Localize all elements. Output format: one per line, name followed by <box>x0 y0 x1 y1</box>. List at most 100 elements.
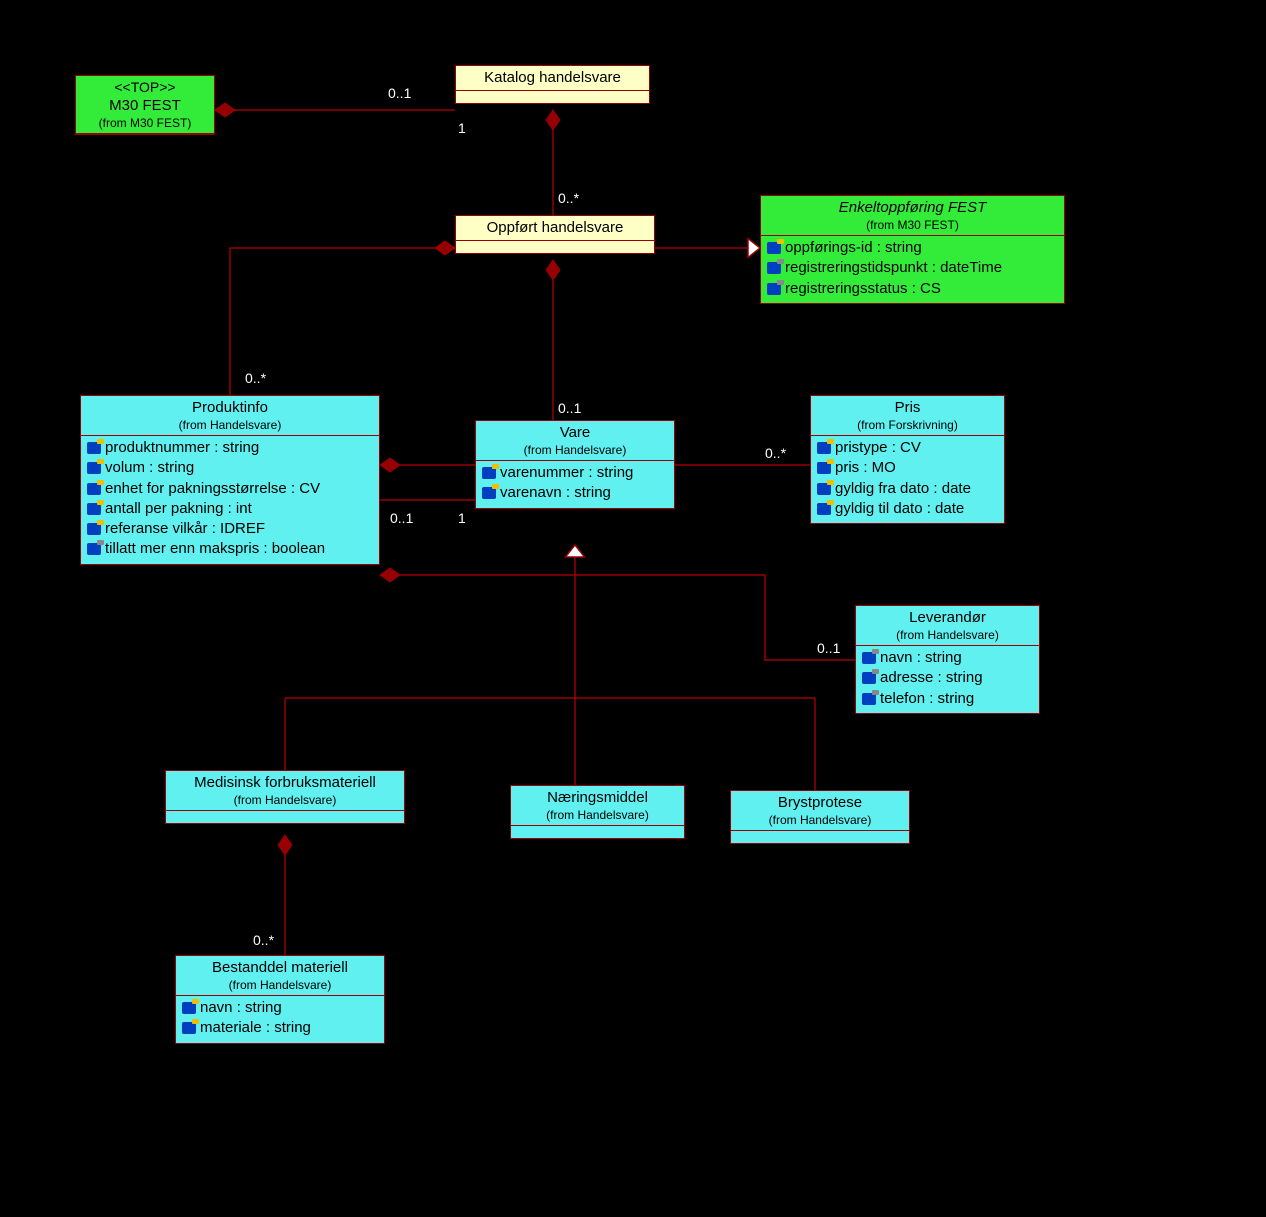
multiplicity-label: 0..1 <box>390 510 413 526</box>
attribute-row: tillatt mer enn makspris : boolean <box>87 539 373 559</box>
attribute-text: varenummer : string <box>500 463 633 483</box>
attribute-row: gyldig til dato : date <box>817 499 998 519</box>
attribute-row: referanse vilkår : IDREF <box>87 519 373 539</box>
class-title: Bestanddel materiell <box>184 958 376 978</box>
attribute-text: volum : string <box>105 458 194 478</box>
attribute-row: pris : MO <box>817 458 998 478</box>
attribute-text: varenavn : string <box>500 483 611 503</box>
class-produktinfo: Produktinfo (from Handelsvare) produktnu… <box>80 395 380 565</box>
attribute-text: navn : string <box>200 998 282 1018</box>
attr-compartment: produktnummer : stringvolum : stringenhe… <box>81 436 379 564</box>
attribute-text: gyldig fra dato : date <box>835 479 971 499</box>
multiplicity-label: 0..1 <box>558 400 581 416</box>
attribute-text: tillatt mer enn makspris : boolean <box>105 539 325 559</box>
attribute-row: registreringsstatus : CS <box>767 279 1058 299</box>
attribute-icon <box>87 442 101 454</box>
attr-compartment: varenummer : stringvarenavn : string <box>476 461 674 508</box>
class-m30-fest: <<TOP>> M30 FEST (from M30 FEST) <box>75 75 215 135</box>
attribute-row: materiale : string <box>182 1018 378 1038</box>
attribute-locked-icon <box>862 672 876 684</box>
attribute-text: materiale : string <box>200 1018 311 1038</box>
attr-compartment: pristype : CVpris : MOgyldig fra dato : … <box>811 436 1004 523</box>
class-from: (from Handelsvare) <box>184 978 376 994</box>
class-leverandor: Leverandør (from Handelsvare) navn : str… <box>855 605 1040 714</box>
attribute-row: navn : string <box>862 648 1033 668</box>
attribute-row: navn : string <box>182 998 378 1018</box>
attribute-row: enhet for pakningsstørrelse : CV <box>87 479 373 499</box>
class-title: Leverandør <box>864 608 1031 628</box>
class-from: (from Handelsvare) <box>89 418 371 434</box>
attribute-row: gyldig fra dato : date <box>817 479 998 499</box>
class-from: (from Handelsvare) <box>519 808 676 824</box>
attribute-icon <box>182 1022 196 1034</box>
attribute-text: referanse vilkår : IDREF <box>105 519 265 539</box>
class-title: Pris <box>819 398 996 418</box>
attribute-row: produktnummer : string <box>87 438 373 458</box>
multiplicity-label: 0..1 <box>817 640 840 656</box>
attribute-text: gyldig til dato : date <box>835 499 964 519</box>
attribute-text: enhet for pakningsstørrelse : CV <box>105 479 320 499</box>
class-medisinsk-forbruksmateriell: Medisinsk forbruksmateriell (from Handel… <box>165 770 405 824</box>
attribute-text: navn : string <box>880 648 962 668</box>
class-from: (from Handelsvare) <box>484 443 666 459</box>
multiplicity-label: 1 <box>458 120 466 136</box>
attribute-text: antall per pakning : int <box>105 499 252 519</box>
class-vare: Vare (from Handelsvare) varenummer : str… <box>475 420 675 509</box>
attribute-text: oppførings-id : string <box>785 238 922 258</box>
attribute-row: registreringstidspunkt : dateTime <box>767 258 1058 278</box>
multiplicity-label: 1 <box>458 510 466 526</box>
attr-compartment: navn : stringmateriale : string <box>176 996 384 1043</box>
attribute-row: varenummer : string <box>482 463 668 483</box>
class-title: Medisinsk forbruksmateriell <box>174 773 396 793</box>
attribute-icon <box>87 503 101 515</box>
class-title: Katalog handelsvare <box>464 68 641 88</box>
attribute-locked-icon <box>862 693 876 705</box>
attribute-icon <box>817 442 831 454</box>
class-title: M30 FEST <box>84 96 206 116</box>
attribute-row: volum : string <box>87 458 373 478</box>
class-from: (from M30 FEST) <box>769 218 1056 234</box>
attribute-icon <box>482 467 496 479</box>
class-from: (from Handelsvare) <box>174 793 396 809</box>
class-oppfort-handelsvare: Oppført handelsvare <box>455 215 655 254</box>
class-naringsmiddel: Næringsmiddel (from Handelsvare) <box>510 785 685 839</box>
class-pris: Pris (from Forskrivning) pristype : CVpr… <box>810 395 1005 524</box>
attribute-locked-icon <box>87 543 101 555</box>
attribute-icon <box>767 242 781 254</box>
multiplicity-label: 0..* <box>245 370 266 386</box>
class-title: Næringsmiddel <box>519 788 676 808</box>
attribute-text: registreringsstatus : CS <box>785 279 941 299</box>
class-katalog-handelsvare: Katalog handelsvare <box>455 65 650 104</box>
class-from: (from Handelsvare) <box>864 628 1031 644</box>
attribute-icon <box>182 1002 196 1014</box>
attribute-icon <box>817 483 831 495</box>
uml-canvas: <<TOP>> M30 FEST (from M30 FEST) Katalog… <box>0 0 1266 1217</box>
attribute-locked-icon <box>767 262 781 274</box>
attribute-row: pristype : CV <box>817 438 998 458</box>
attribute-icon <box>482 487 496 499</box>
class-title: Oppført handelsvare <box>464 218 646 238</box>
attribute-row: adresse : string <box>862 668 1033 688</box>
multiplicity-label: 0..* <box>558 190 579 206</box>
attribute-row: antall per pakning : int <box>87 499 373 519</box>
class-title: Enkeltoppføring FEST <box>769 198 1056 218</box>
class-enkeltoppforing-fest: Enkeltoppføring FEST (from M30 FEST) opp… <box>760 195 1065 304</box>
attribute-icon <box>87 462 101 474</box>
attribute-icon <box>87 523 101 535</box>
class-brystprotese: Brystprotese (from Handelsvare) <box>730 790 910 844</box>
multiplicity-label: 0..* <box>765 445 786 461</box>
class-from: (from Handelsvare) <box>739 813 901 829</box>
class-title: Produktinfo <box>89 398 371 418</box>
class-title: Brystprotese <box>739 793 901 813</box>
attribute-row: varenavn : string <box>482 483 668 503</box>
attribute-icon <box>817 503 831 515</box>
attribute-row: telefon : string <box>862 689 1033 709</box>
attr-compartment: oppførings-id : stringregistreringstidsp… <box>761 236 1064 303</box>
attr-compartment: navn : stringadresse : stringtelefon : s… <box>856 646 1039 713</box>
attribute-icon <box>817 462 831 474</box>
attribute-text: telefon : string <box>880 689 974 709</box>
class-from: (from M30 FEST) <box>84 116 206 132</box>
attribute-text: pris : MO <box>835 458 896 478</box>
attribute-text: adresse : string <box>880 668 983 688</box>
attribute-text: pristype : CV <box>835 438 921 458</box>
